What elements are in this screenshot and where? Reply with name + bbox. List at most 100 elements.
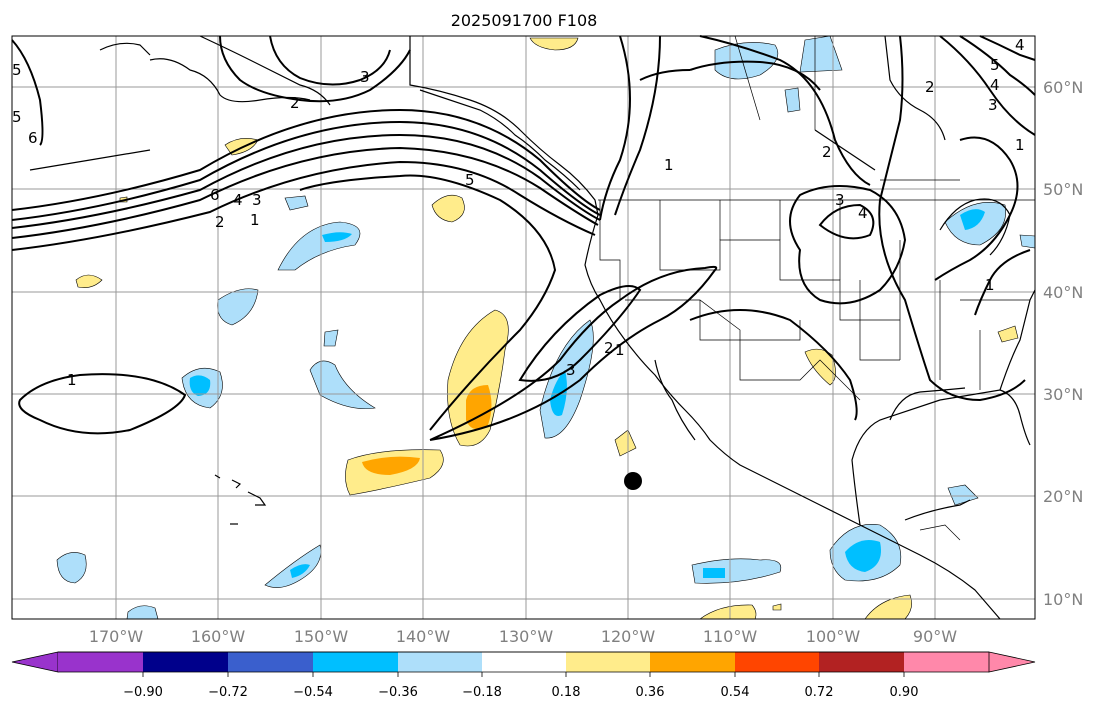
lon-label: 90°W (913, 627, 957, 646)
shaded-anomaly-fields (56, 35, 1036, 620)
contour-label: 5 (465, 171, 475, 189)
contour-line (11, 120, 601, 221)
contour-label: 2 (822, 143, 832, 161)
colorbar-swatch (143, 652, 228, 672)
shade-blue-light (323, 329, 339, 347)
contour-line (959, 35, 1036, 96)
contour-label: 1 (250, 211, 260, 229)
colorbar-tick: 0.54 (721, 685, 750, 700)
colorbar-extend-max (988, 651, 1036, 673)
contour-label: 4 (990, 76, 1000, 94)
colorbar-tick: −0.90 (123, 685, 163, 700)
shade-blue-light (126, 605, 159, 620)
contour-line (878, 35, 1026, 402)
shade-blue-light (1019, 234, 1036, 249)
contour-line (429, 265, 718, 441)
lat-label: 40°N (1043, 283, 1083, 302)
contour-label: 1 (615, 341, 625, 359)
lon-label: 140°W (396, 627, 451, 646)
shade-yellow (864, 594, 912, 620)
contour-label: 3 (252, 191, 262, 209)
lat-label: 60°N (1043, 78, 1083, 97)
colorbar-swatch (904, 652, 989, 672)
shade-blue-light (284, 195, 309, 211)
lon-label: 160°W (191, 627, 246, 646)
contour-line (689, 309, 858, 421)
lat-label: 30°N (1043, 385, 1083, 404)
contour-line (979, 35, 1036, 61)
colorbar-swatch (313, 652, 398, 672)
colorbar-tick: 0.90 (890, 685, 919, 700)
contour-label: 4 (858, 204, 868, 222)
lon-label: 100°W (806, 627, 861, 646)
shade-blue-medium (550, 370, 567, 416)
contour-label: 2 (925, 78, 935, 96)
contour-label: 2 (215, 213, 225, 231)
shade-yellow (431, 194, 465, 223)
map-title: 2025091700 F108 (451, 11, 598, 30)
shade-orange (362, 456, 420, 475)
contour-line (18, 373, 187, 435)
colorbar-tick: −0.18 (462, 685, 502, 700)
contour-line (599, 35, 631, 221)
contour-line (11, 108, 601, 211)
contour-label: 6 (210, 186, 220, 204)
shade-orange (466, 385, 492, 429)
shade-blue-light (264, 544, 322, 588)
contour-line (818, 203, 875, 240)
colorbar-swatch (819, 652, 904, 672)
lat-label: 20°N (1043, 487, 1083, 506)
colorbar-tick: −0.72 (208, 685, 248, 700)
shade-blue-light (784, 87, 801, 113)
contour-label: 3 (988, 96, 998, 114)
contour-label: 1 (1015, 136, 1025, 154)
shade-yellow (772, 603, 782, 611)
contour-label: 3 (566, 361, 576, 379)
colorbar-tick: −0.54 (293, 685, 333, 700)
shade-yellow (75, 274, 103, 288)
latitude-labels: 60°N 50°N 40°N 30°N 20°N 10°N (1043, 78, 1083, 609)
contour-line (934, 136, 1019, 281)
contour-line (689, 60, 821, 91)
colorbar-extend-min (11, 651, 59, 673)
shade-blue-light (309, 360, 376, 409)
contour-line (299, 174, 557, 431)
shade-yellow (447, 309, 509, 447)
contour-label: 1 (664, 156, 674, 174)
contour-line (11, 133, 601, 229)
shade-blue-light (799, 35, 843, 73)
contour-line (939, 35, 1036, 136)
colorbar-swatch (735, 652, 819, 672)
contour-line (269, 35, 391, 86)
contour-line (699, 35, 871, 186)
lon-label: 150°W (294, 627, 349, 646)
contour-label: 6 (28, 129, 38, 147)
lon-label: 120°W (601, 627, 656, 646)
shade-yellow (804, 348, 836, 386)
shade-blue-light (217, 288, 259, 326)
storm-center-marker (624, 472, 642, 490)
shade-blue-light (56, 552, 87, 584)
colorbar-swatch (58, 652, 143, 672)
contour-label: 3 (360, 68, 370, 86)
contour-line (219, 35, 411, 103)
shade-blue-light (947, 484, 979, 506)
lat-label: 10°N (1043, 590, 1083, 609)
colorbar-swatch (650, 652, 735, 672)
colorbar-tick: −0.36 (378, 685, 418, 700)
colorbar-swatch (566, 652, 650, 672)
lon-label: 170°W (89, 627, 144, 646)
colorbar-swatch (482, 652, 566, 672)
colorbar-swatch (398, 652, 482, 672)
shade-blue-medium (703, 568, 725, 578)
contour-label: 3 (835, 191, 845, 209)
contour-label: 1 (985, 276, 995, 294)
colorbar-tick: 0.36 (636, 685, 665, 700)
shade-blue-medium (189, 375, 211, 396)
contour-label: 5 (990, 56, 1000, 74)
contour-label: 4 (1015, 36, 1025, 54)
shade-yellow (699, 604, 757, 620)
longitude-labels: 170°W 160°W 150°W 140°W 130°W 120°W 110°… (89, 627, 957, 646)
colorbar-tick: 0.18 (552, 685, 581, 700)
